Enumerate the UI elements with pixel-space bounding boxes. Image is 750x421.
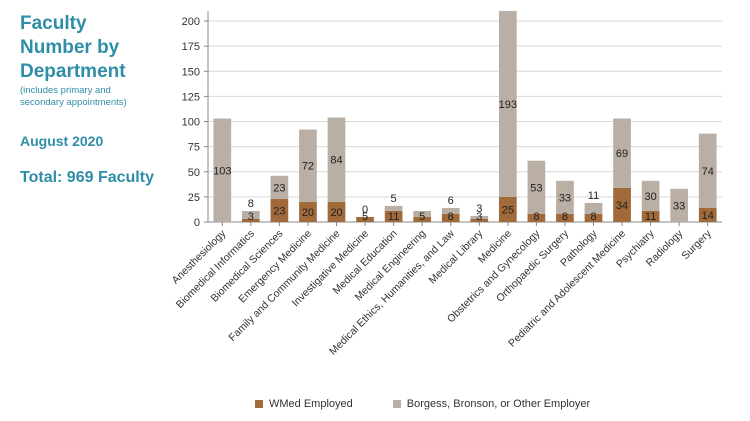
data-label-wmed: 8	[533, 211, 539, 223]
y-tick-label: 50	[188, 167, 200, 179]
bar-other	[327, 117, 346, 202]
data-label-other: 33	[559, 192, 571, 204]
bar-wmed	[641, 210, 660, 222]
bar-other	[241, 210, 260, 219]
y-tick-label: 100	[182, 117, 200, 129]
data-label-wmed: 5	[362, 211, 368, 223]
y-tick-label: 75	[188, 142, 200, 154]
y-tick-label: 175	[182, 41, 200, 53]
y-tick-label: 25	[188, 192, 200, 204]
data-label-wmed: 34	[616, 200, 628, 212]
data-label-wmed: 23	[273, 205, 285, 217]
bar-other	[698, 133, 717, 208]
data-label-other: 53	[530, 182, 542, 194]
bar-other	[498, 11, 517, 197]
bar-wmed	[527, 213, 546, 222]
bar-other	[213, 118, 232, 222]
data-label-other: 193	[499, 99, 517, 111]
legend-swatch-other	[392, 400, 401, 408]
data-label-wmed: 25	[502, 204, 514, 216]
data-label-wmed: 11	[388, 211, 399, 223]
bar-other	[299, 129, 317, 202]
bar-wmed	[613, 187, 631, 222]
y-tick-label: 125	[182, 91, 200, 103]
data-label-other: 74	[702, 166, 714, 178]
report-date: August 2020	[20, 133, 104, 149]
note-line-2: secondary appointments)	[20, 97, 127, 108]
bar-other	[384, 205, 403, 211]
bar-wmed	[441, 213, 460, 222]
legend-label-wmed: WMed Employed	[269, 398, 353, 410]
bar-other	[413, 210, 432, 217]
bar-wmed	[584, 213, 603, 222]
data-label-other: 8	[248, 198, 254, 210]
bar-other	[641, 180, 660, 211]
legend-swatch-wmed	[255, 400, 263, 408]
bar-wmed	[556, 213, 574, 222]
bar-wmed	[241, 218, 260, 222]
data-label-other: 6	[448, 195, 454, 207]
data-label-other: 72	[302, 161, 314, 173]
bar-wmed	[470, 218, 489, 222]
chart-title: Faculty Number by Department	[20, 12, 190, 84]
title-line-1: Faculty	[20, 13, 87, 34]
data-label-other: 3	[476, 203, 482, 215]
y-tick-label: 0	[194, 217, 200, 229]
chart-legend: WMed Employed Borgess, Bronson, or Other…	[255, 398, 590, 410]
category-label: Surgery	[679, 227, 714, 262]
data-label-wmed: 20	[330, 207, 342, 219]
data-label-wmed: 3	[248, 211, 254, 223]
legend-label-other: Borgess, Bronson, or Other Employer	[406, 398, 591, 410]
data-label-wmed: 11	[645, 211, 656, 223]
data-label-other: 84	[330, 155, 342, 167]
bar-wmed	[270, 198, 289, 222]
data-label-wmed: 20	[302, 207, 314, 219]
bar-wmed	[384, 210, 403, 222]
y-tick-label: 200	[182, 16, 200, 28]
data-label-other: 103	[213, 165, 231, 177]
data-label-wmed: 8	[590, 211, 596, 223]
data-label-wmed: 14	[702, 210, 714, 222]
appointments-note: (includes primary and secondary appointm…	[20, 85, 190, 109]
data-label-wmed: 3	[476, 211, 482, 223]
data-label-wmed: 8	[448, 211, 454, 223]
bar-wmed	[698, 207, 717, 222]
bar-other	[670, 188, 689, 222]
data-label-other: 11	[588, 190, 599, 202]
data-label-other: 69	[616, 148, 628, 160]
data-label-other: 23	[273, 182, 285, 194]
bar-other	[270, 175, 289, 199]
side-panel: Faculty Number by Department (includes p…	[20, 12, 190, 187]
bar-other	[613, 118, 631, 188]
data-label-other: 0	[362, 204, 368, 216]
bar-wmed	[327, 201, 346, 222]
data-label-wmed: 5	[419, 211, 425, 223]
bar-other	[584, 202, 603, 214]
legend-item-wmed: WMed Employed	[255, 398, 353, 410]
bar-other	[470, 215, 489, 219]
bar-other	[441, 207, 460, 214]
data-label-other: 33	[673, 200, 685, 212]
bar-wmed	[413, 216, 432, 222]
title-line-3: Department	[20, 61, 126, 82]
title-line-2: Number by	[20, 37, 120, 58]
bar-wmed	[498, 196, 517, 222]
total-faculty: Total: 969 Faculty	[20, 169, 154, 186]
note-line-1: (includes primary and	[20, 85, 111, 96]
bar-other	[527, 160, 546, 214]
bar-wmed	[356, 216, 374, 222]
bar-other	[556, 180, 574, 214]
data-label-other: 30	[644, 191, 656, 203]
bar-wmed	[299, 201, 317, 222]
data-label-other: 5	[391, 193, 397, 205]
data-label-wmed: 8	[562, 211, 568, 223]
legend-item-other: Borgess, Bronson, or Other Employer	[392, 398, 591, 410]
y-tick-label: 150	[182, 66, 200, 78]
